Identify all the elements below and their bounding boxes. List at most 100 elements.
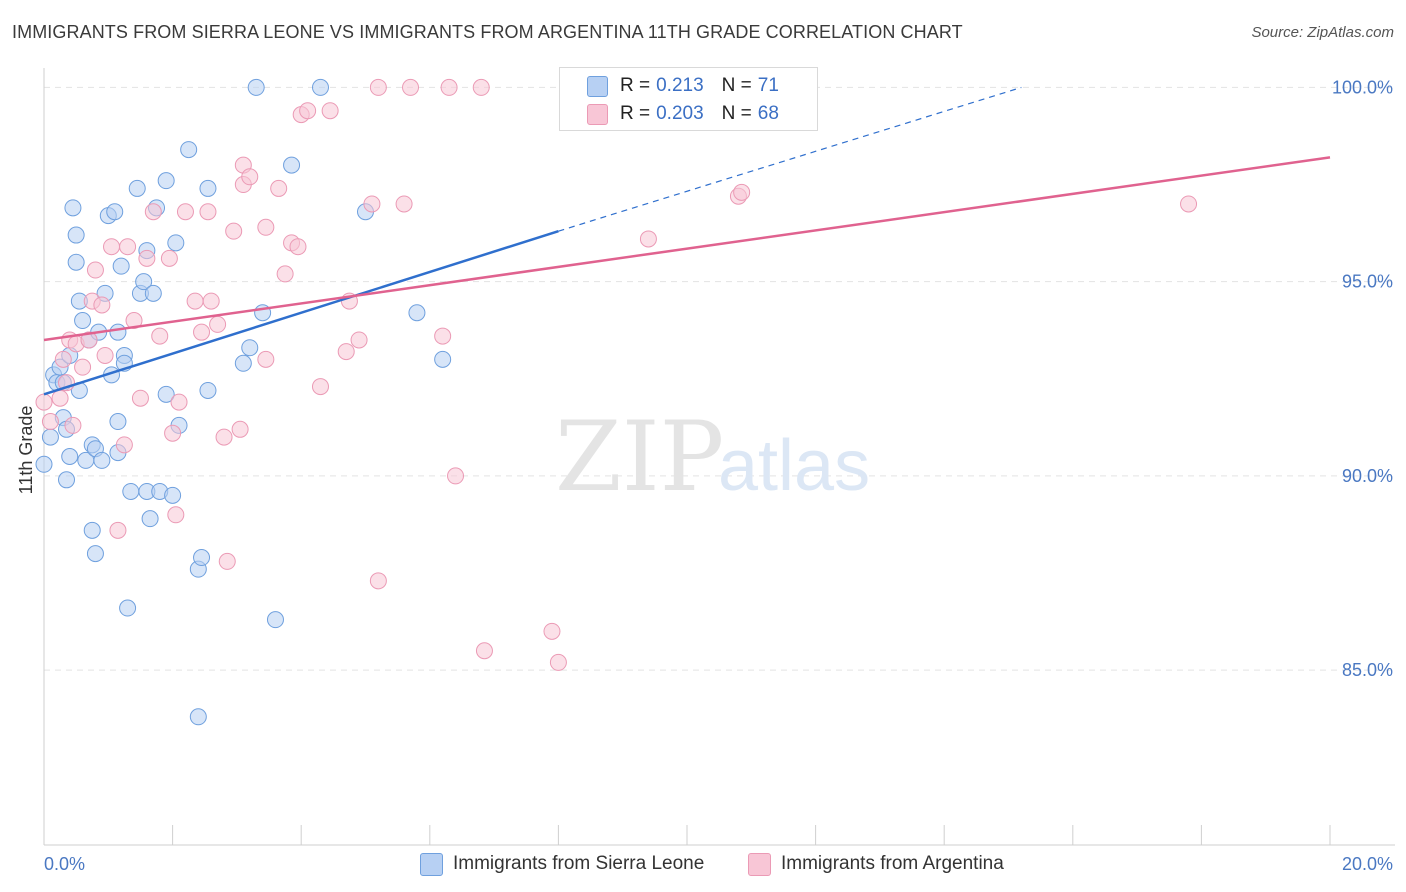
legend-n-label: N = (721, 75, 752, 96)
data-point (109, 413, 127, 431)
data-point (67, 253, 85, 271)
data-point (35, 455, 53, 473)
legend-item-sierra-leone: Immigrants from Sierra Leone (420, 851, 704, 877)
data-point (74, 312, 92, 330)
data-point (276, 265, 294, 283)
y-tick-label: 100.0% (1332, 77, 1393, 97)
data-point (67, 226, 85, 244)
data-point (199, 179, 217, 197)
data-point (164, 424, 182, 442)
regression-lines (43, 86, 1331, 396)
data-point (151, 327, 169, 345)
data-point (131, 389, 149, 407)
data-point (41, 428, 59, 446)
data-point (299, 102, 317, 120)
data-point (447, 467, 465, 485)
data-point (144, 203, 162, 221)
legend-row-sierra-leone: R = 0.213 N = 71 (587, 73, 779, 99)
data-point (119, 599, 137, 617)
x-tick-label: 0.0% (44, 854, 85, 874)
data-point (64, 199, 82, 217)
data-point (41, 413, 59, 431)
legend-row-argentina: R = 0.203 N = 68 (587, 101, 779, 127)
legend-item-argentina: Immigrants from Argentina (748, 851, 1004, 877)
data-point (186, 292, 204, 310)
regression-line-sierra-leone (43, 229, 559, 396)
data-point (157, 172, 175, 190)
data-point (160, 249, 178, 267)
data-point (170, 393, 188, 411)
chart-title: IMMIGRANTS FROM SIERRA LEONE VS IMMIGRAN… (12, 22, 963, 42)
data-point (434, 327, 452, 345)
data-point (35, 393, 53, 411)
data-point (639, 230, 657, 248)
data-point (106, 203, 124, 221)
data-point (395, 195, 413, 213)
legend-swatch-sierra-leone (587, 75, 608, 97)
data-point (199, 381, 217, 399)
data-point (434, 350, 452, 368)
data-point (109, 521, 127, 539)
regression-line-argentina (43, 156, 1331, 342)
legend-label-argentina: Immigrants from Argentina (781, 853, 1004, 874)
data-point (93, 296, 111, 314)
data-point (266, 611, 284, 629)
data-point (64, 416, 82, 434)
data-point (109, 323, 127, 341)
x-tick-label: 20.0% (1342, 854, 1393, 874)
data-point (51, 389, 69, 407)
data-point (180, 141, 198, 159)
legend-r-label: R = (620, 103, 651, 124)
data-point (1180, 195, 1198, 213)
data-point (83, 521, 101, 539)
data-point (247, 78, 265, 96)
data-point (289, 238, 307, 256)
data-point (549, 653, 567, 671)
legend-r-value: 0.203 (656, 103, 704, 124)
data-point (54, 350, 72, 368)
data-point (283, 156, 301, 174)
data-point (241, 339, 259, 357)
data-point (125, 312, 143, 330)
data-point (164, 486, 182, 504)
data-point (93, 451, 111, 469)
data-point (472, 78, 490, 96)
data-point (241, 168, 259, 186)
data-point (215, 428, 233, 446)
y-tick-label: 85.0% (1342, 660, 1393, 680)
data-point (128, 179, 146, 197)
data-point (225, 222, 243, 240)
watermark-atlas: atlas (718, 426, 870, 506)
watermark-zip: ZIP (555, 401, 724, 513)
data-point (103, 238, 121, 256)
data-point (543, 622, 561, 640)
data-point (257, 218, 275, 236)
legend-r-label: R = (620, 75, 651, 96)
source-credit: Source: ZipAtlas.com (1251, 24, 1394, 41)
data-point (193, 323, 211, 341)
data-point (475, 642, 493, 660)
data-point (209, 315, 227, 333)
data-point (231, 420, 249, 438)
legend-swatch-sierra-leone (420, 852, 443, 876)
data-point (167, 506, 185, 524)
data-point (350, 331, 368, 349)
series-argentina (35, 78, 1198, 671)
y-tick-label: 90.0% (1342, 466, 1393, 486)
data-point (199, 203, 217, 221)
data-point (135, 273, 153, 291)
data-point (218, 552, 236, 570)
data-point (122, 482, 140, 500)
data-point (176, 203, 194, 221)
data-point (402, 78, 420, 96)
data-point (157, 385, 175, 403)
legend-n-label: N = (721, 103, 752, 124)
data-point (321, 102, 339, 120)
data-point (119, 238, 137, 256)
series-sierra-leone (35, 78, 452, 726)
data-point (337, 343, 355, 361)
data-point (58, 471, 76, 489)
data-point (141, 510, 159, 528)
data-point (144, 284, 162, 302)
legend-label-sierra-leone: Immigrants from Sierra Leone (453, 853, 705, 874)
